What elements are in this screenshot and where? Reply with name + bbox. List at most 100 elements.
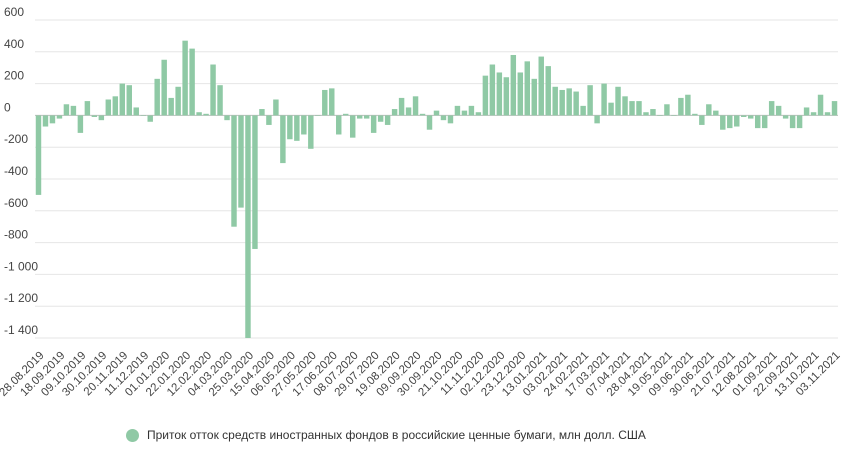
legend-label: Приток отток средств иностранных фондов … [147, 428, 646, 442]
bar [468, 105, 475, 116]
bar [433, 110, 440, 116]
bar [580, 105, 586, 116]
bar [727, 115, 733, 129]
bar [301, 115, 307, 135]
bar [70, 105, 77, 116]
bar [56, 115, 63, 119]
bar [356, 115, 363, 119]
bar [336, 115, 342, 135]
bar [224, 115, 230, 121]
bar [35, 115, 42, 195]
bar [315, 115, 321, 116]
bar [817, 94, 824, 116]
bar [63, 104, 70, 116]
bar [105, 99, 112, 116]
bar [531, 78, 537, 116]
gridlines [35, 19, 838, 339]
bar [678, 97, 684, 116]
bar [706, 104, 712, 116]
bar [650, 109, 656, 116]
bar [42, 115, 49, 127]
bar [405, 107, 412, 116]
y-tick-label: -1 400 [4, 323, 38, 337]
bar [754, 115, 761, 129]
y-tick-label: -800 [4, 228, 28, 242]
bar [782, 115, 789, 119]
bar [824, 112, 831, 116]
bar [489, 64, 496, 116]
bar [775, 105, 782, 116]
bar [601, 83, 607, 116]
bar [482, 75, 489, 116]
bar [461, 110, 468, 116]
bar [810, 112, 817, 116]
bar [622, 96, 628, 116]
y-tick-label: 200 [4, 69, 24, 83]
legend-swatch [126, 428, 139, 442]
bar [349, 115, 356, 138]
bar [559, 89, 565, 116]
bar [545, 66, 551, 116]
bar [692, 113, 698, 116]
bar [49, 115, 56, 124]
bar [196, 112, 202, 116]
bar [789, 115, 796, 129]
bar [377, 115, 384, 122]
bar [391, 109, 398, 116]
bar [147, 115, 153, 122]
y-axis: 600 400 200 0 -200 -400 -600 -800 -1 000 -1 200 -1… [4, 5, 38, 337]
bar [503, 77, 510, 116]
bar [831, 101, 838, 116]
bar [685, 94, 691, 116]
bar [615, 86, 621, 116]
bar [287, 115, 293, 140]
bar [699, 115, 705, 125]
bar [741, 115, 747, 117]
bar [734, 115, 740, 127]
bar [713, 110, 719, 116]
bar [796, 115, 803, 129]
bar [280, 115, 286, 164]
bar [671, 115, 677, 116]
y-tick-label: -1 000 [4, 259, 38, 273]
bar [643, 112, 649, 116]
bar [398, 97, 405, 116]
bar [273, 99, 279, 116]
bar [573, 91, 579, 116]
bar [426, 115, 433, 130]
bar [126, 85, 132, 116]
bar [419, 113, 426, 116]
bar [189, 48, 195, 116]
bar [720, 115, 726, 130]
bar [552, 86, 558, 116]
bar [657, 115, 663, 116]
bar [161, 59, 167, 116]
bar [231, 115, 237, 227]
bar [370, 115, 377, 133]
bar [412, 96, 419, 116]
bar [322, 89, 328, 116]
legend: Приток отток средств иностранных фондов … [126, 428, 646, 442]
bar [203, 113, 209, 116]
bar [447, 115, 454, 124]
bar [566, 88, 572, 116]
bar [636, 101, 642, 116]
bars [35, 40, 838, 339]
bar [538, 56, 544, 116]
bar [363, 115, 370, 119]
bar [252, 115, 258, 249]
bar [524, 61, 530, 116]
bar [77, 115, 84, 133]
bar [496, 72, 503, 116]
bar [98, 115, 105, 121]
bar [245, 115, 251, 339]
bar [217, 85, 223, 116]
y-tick-label: -400 [4, 164, 28, 178]
bar [133, 107, 139, 116]
bar [608, 102, 614, 116]
bar [747, 115, 754, 119]
y-tick-label: 0 [4, 100, 11, 114]
bar [168, 97, 174, 116]
bar [768, 101, 775, 116]
bar [329, 88, 335, 116]
